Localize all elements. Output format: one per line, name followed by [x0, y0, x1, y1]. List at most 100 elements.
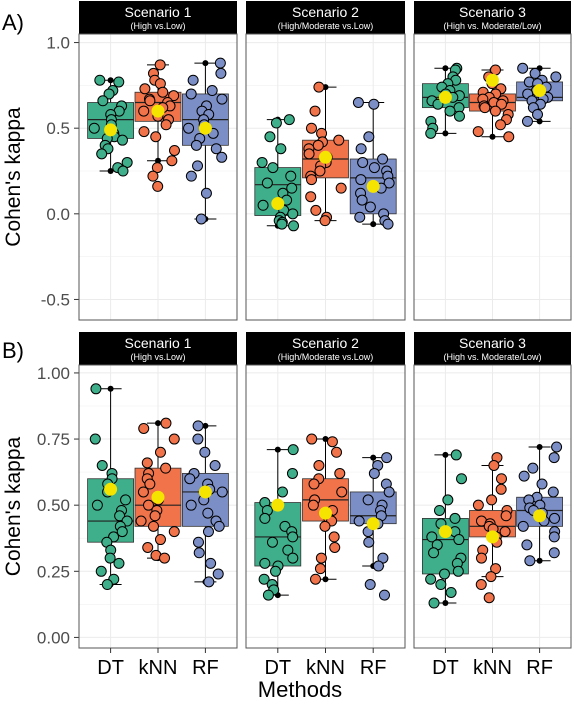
box-dt — [421, 449, 469, 609]
mean-marker — [366, 179, 380, 193]
data-point — [479, 102, 491, 114]
facet-subtitle: (High vs.Low) — [130, 352, 185, 362]
data-point — [120, 494, 132, 506]
extreme-dot — [442, 130, 449, 137]
data-point — [433, 504, 445, 516]
data-point — [262, 589, 274, 601]
box-knn — [469, 64, 516, 143]
data-point — [426, 531, 438, 543]
data-point — [142, 541, 154, 553]
x-tick-label: RF — [360, 657, 387, 679]
data-point — [503, 131, 515, 143]
mean-marker — [438, 525, 452, 539]
data-point — [138, 422, 150, 434]
data-point — [192, 433, 204, 445]
data-point — [456, 473, 468, 485]
data-point — [315, 552, 327, 564]
data-point — [283, 114, 295, 126]
extreme-dot — [442, 451, 449, 458]
extreme-dot — [536, 557, 543, 564]
facet-strip — [79, 1, 237, 34]
data-point — [312, 139, 324, 151]
data-point — [314, 165, 326, 177]
data-point — [117, 165, 129, 177]
data-point — [368, 98, 380, 110]
mean-marker — [533, 84, 547, 98]
mean-marker — [366, 517, 380, 531]
facet-subtitle: (High vs.Low) — [130, 21, 185, 31]
extreme-dot — [536, 443, 543, 450]
y-tick-label: 0.0 — [46, 205, 70, 224]
data-point — [334, 467, 346, 479]
data-point — [141, 457, 153, 469]
data-point — [95, 565, 107, 577]
data-point — [500, 510, 512, 522]
data-point — [532, 108, 544, 120]
data-point — [276, 486, 288, 498]
extreme-dot — [107, 168, 114, 175]
data-point — [303, 148, 315, 160]
data-point — [450, 449, 462, 461]
facet-subtitle: (High vs. Moderate/Low) — [443, 21, 541, 31]
facet-title: Scenario 2 — [292, 335, 359, 351]
panel-border — [413, 33, 572, 321]
data-point — [154, 59, 166, 71]
data-point — [270, 565, 282, 577]
data-point — [157, 86, 169, 98]
data-point — [548, 531, 560, 543]
data-point — [308, 478, 320, 490]
data-point — [495, 473, 507, 485]
y-tick-label: 0.00 — [37, 628, 70, 647]
extreme-dot — [202, 60, 209, 67]
data-point — [310, 204, 322, 216]
extreme-dot — [202, 422, 209, 429]
facet-panel: Scenario 1(High vs.Low) — [78, 1, 238, 321]
data-point — [489, 105, 501, 117]
facet-panel: Scenario 2(High/Moderate vs.Low) — [245, 332, 406, 649]
box-knn — [469, 452, 516, 604]
data-point — [352, 97, 364, 109]
data-point — [377, 153, 389, 165]
data-point — [517, 62, 529, 74]
data-point — [160, 462, 172, 474]
data-point — [94, 74, 106, 86]
data-point — [527, 462, 539, 474]
data-point — [160, 417, 172, 429]
data-point — [444, 105, 456, 117]
data-point — [452, 565, 464, 577]
data-point — [193, 547, 205, 559]
data-point — [306, 433, 318, 445]
y-tick-label: 1.00 — [37, 364, 70, 383]
data-point — [152, 180, 164, 192]
facet-subtitle: (High/Moderate vs.Low) — [278, 21, 374, 31]
mean-marker — [151, 490, 165, 504]
box-rf — [516, 441, 563, 567]
data-point — [168, 90, 180, 102]
data-point — [425, 127, 437, 139]
data-point — [147, 520, 159, 532]
data-point — [383, 177, 395, 189]
facet-subtitle: (High vs. Moderate/Low) — [443, 352, 541, 362]
facet-panel: Scenario 3(High vs. Moderate/Low) — [413, 1, 572, 321]
data-point — [445, 586, 457, 598]
data-point — [116, 134, 128, 146]
y-axis-title: Cohen's kappa — [2, 436, 25, 576]
data-point — [138, 126, 150, 138]
extreme-dot — [442, 65, 449, 72]
data-point — [202, 507, 214, 519]
data-point — [183, 122, 195, 134]
data-point — [114, 510, 126, 522]
mean-marker — [104, 482, 118, 496]
facet-title: Scenario 3 — [459, 4, 526, 20]
data-point — [214, 57, 226, 69]
data-point — [353, 515, 365, 527]
mean-marker — [151, 104, 165, 118]
data-point — [368, 162, 380, 174]
data-point — [101, 579, 113, 591]
x-tick-label: DT — [264, 657, 291, 679]
data-point — [362, 494, 374, 506]
data-point — [496, 98, 508, 110]
data-point — [192, 160, 204, 172]
data-point — [518, 470, 530, 482]
